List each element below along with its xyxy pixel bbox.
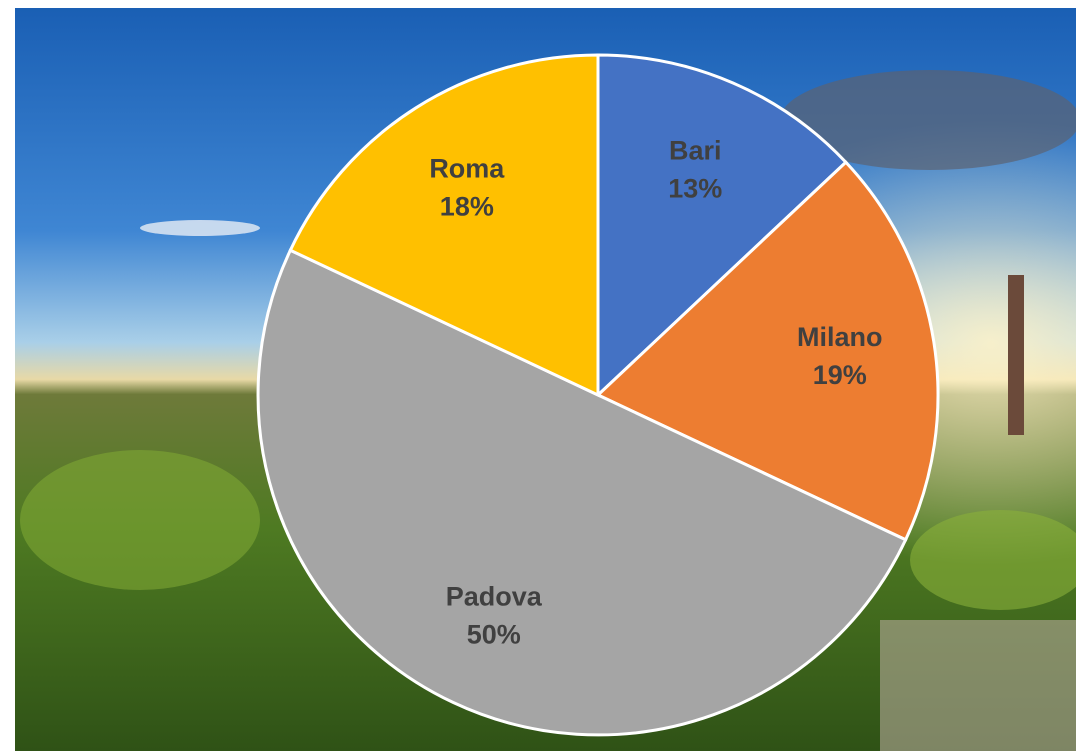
- slice-label: Milano: [797, 322, 883, 352]
- value-label: 13%: [668, 173, 722, 203]
- chart: Bari 13% Milano 19% Padova 50% Roma 18%: [0, 0, 1076, 751]
- value-label: 18%: [440, 191, 494, 221]
- slice-label: Roma: [429, 153, 505, 183]
- slice-label: Padova: [446, 582, 543, 612]
- value-label: 50%: [467, 620, 521, 650]
- value-label: 19%: [813, 360, 867, 390]
- page: Bari13%Milano19%Padova50%Roma18% (() => …: [0, 0, 1076, 751]
- pie: Bari 13% Milano 19% Padova 50% Roma 18%: [258, 55, 938, 735]
- slice-label: Bari: [669, 135, 722, 165]
